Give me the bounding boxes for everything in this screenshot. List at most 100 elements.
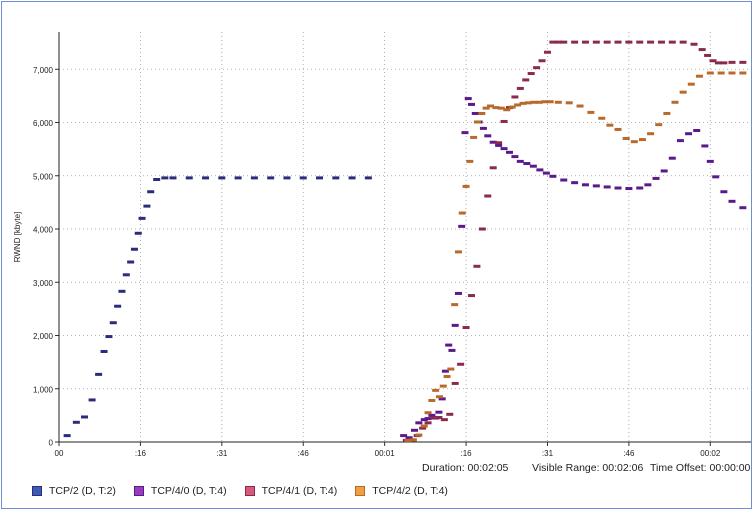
data-point-series-1	[500, 147, 508, 151]
data-point-series-2	[527, 72, 535, 76]
data-point-series-3	[530, 100, 538, 104]
data-point-series-0	[202, 176, 210, 180]
legend-item-2: TCP/4/1 (D, T:4)	[244, 485, 338, 497]
data-point-series-1	[516, 159, 524, 163]
data-point-series-2	[500, 119, 508, 123]
data-point-series-3	[655, 123, 663, 127]
data-point-series-2	[698, 48, 706, 52]
rwnd-chart: 0 1,000 2,000 3,000 4,000 5,000 6,000 7,000 00:1…	[13, 32, 751, 462]
x-tick-label: 00:01	[375, 449, 396, 458]
legend-swatch	[244, 486, 255, 496]
data-point-series-2	[457, 362, 465, 366]
data-point-series-1	[445, 343, 453, 347]
data-point-series-3	[428, 398, 436, 402]
data-point-series-3	[546, 100, 554, 104]
y-axis-label: RWND [kbyte]	[13, 212, 22, 263]
legend-label: TCP/4/2 (D, T:4)	[372, 485, 448, 497]
data-point-series-3	[447, 367, 455, 371]
data-point-series-1	[467, 102, 475, 106]
data-point-series-0	[153, 177, 161, 181]
data-point-series-1	[415, 421, 423, 425]
data-point-series-2	[435, 416, 443, 420]
data-point-series-2	[516, 86, 524, 90]
data-point-series-1	[652, 176, 660, 180]
data-point-series-2	[429, 416, 437, 420]
data-point-series-3	[739, 71, 747, 75]
data-point-series-1	[479, 126, 487, 130]
data-point-series-0	[118, 289, 126, 293]
data-point-series-1	[448, 348, 456, 352]
data-point-series-0	[332, 176, 340, 180]
data-point-series-0	[299, 176, 307, 180]
data-point-series-2	[511, 95, 519, 99]
data-point-series-1	[614, 186, 622, 190]
data-point-series-1	[636, 186, 644, 190]
data-point-series-3	[482, 106, 490, 110]
data-point-series-0	[169, 176, 177, 180]
data-point-series-3	[451, 303, 459, 307]
data-point-series-2	[636, 40, 644, 44]
data-point-series-3	[439, 384, 447, 388]
data-point-series-3	[587, 110, 595, 114]
data-point-series-2	[560, 40, 568, 44]
data-point-series-2	[440, 418, 448, 422]
y-tick-label: 6,000	[33, 119, 54, 128]
data-point-series-1	[668, 156, 676, 160]
data-point-series-3	[497, 106, 505, 110]
data-point-series-1	[625, 187, 633, 191]
data-point-series-0	[114, 304, 122, 308]
time-offset-label: Time Offset: 00:00:00	[650, 462, 751, 474]
data-point-series-0	[72, 420, 80, 424]
data-point-series-3	[728, 71, 736, 75]
data-point-series-1	[489, 140, 497, 144]
data-point-series-1	[435, 410, 443, 414]
x-tick-label: :31	[216, 449, 228, 458]
x-tick-label: :46	[623, 449, 635, 458]
data-point-series-2	[647, 40, 655, 44]
data-point-series-2	[592, 40, 600, 44]
data-point-series-1	[428, 413, 436, 417]
data-point-series-2	[549, 40, 557, 44]
x-axis-label: Time	[352, 461, 376, 462]
data-point-series-2	[603, 40, 611, 44]
legend-swatch	[133, 486, 144, 496]
data-point-series-3	[435, 395, 443, 399]
y-tick-label: 1,000	[33, 385, 54, 394]
data-point-series-0	[218, 176, 226, 180]
data-point-series-3	[695, 74, 703, 78]
data-point-series-2	[720, 61, 728, 65]
data-point-series-2	[571, 40, 579, 44]
legend-item-1: TCP/4/0 (D, T:4)	[133, 485, 227, 497]
data-point-series-3	[432, 388, 440, 392]
data-point-series-2	[419, 426, 427, 430]
visible-range-label: Visible Range: 00:02:06	[532, 462, 644, 474]
legend-label: TCP/4/0 (D, T:4)	[150, 485, 227, 497]
legend-item-3: TCP/4/2 (D, T:4)	[355, 485, 448, 497]
data-point-series-1	[529, 164, 537, 168]
data-point-series-0	[316, 176, 324, 180]
data-point-series-1	[581, 183, 589, 187]
data-point-series-3	[508, 105, 516, 109]
data-point-series-0	[267, 176, 275, 180]
data-point-series-3	[486, 104, 494, 108]
data-point-series-3	[404, 438, 412, 442]
data-point-series-3	[535, 100, 543, 104]
y-tick-label: 2,000	[33, 332, 54, 341]
data-point-series-3	[519, 101, 527, 105]
data-point-series-3	[424, 411, 432, 415]
data-point-series-3	[478, 111, 486, 115]
data-point-series-1	[720, 190, 728, 194]
duration-label: Duration: 00:02:05	[422, 462, 509, 474]
legend-label: TCP/4/1 (D, T:4)	[261, 485, 338, 497]
y-tick-label: 0	[49, 439, 54, 448]
x-tick-label: :16	[135, 449, 147, 458]
data-point-series-3	[473, 120, 481, 124]
data-point-series-0	[138, 216, 146, 220]
data-point-series-3	[630, 140, 638, 144]
data-point-series-0	[105, 335, 113, 339]
data-point-series-0	[63, 434, 71, 438]
data-point-series-3	[454, 250, 462, 254]
data-point-series-0	[143, 204, 151, 208]
legend: TCP/2 (D, T:2) TCP/4/0 (D, T:4) TCP/4/1 (D…	[32, 483, 466, 499]
data-point-series-1	[424, 417, 432, 421]
